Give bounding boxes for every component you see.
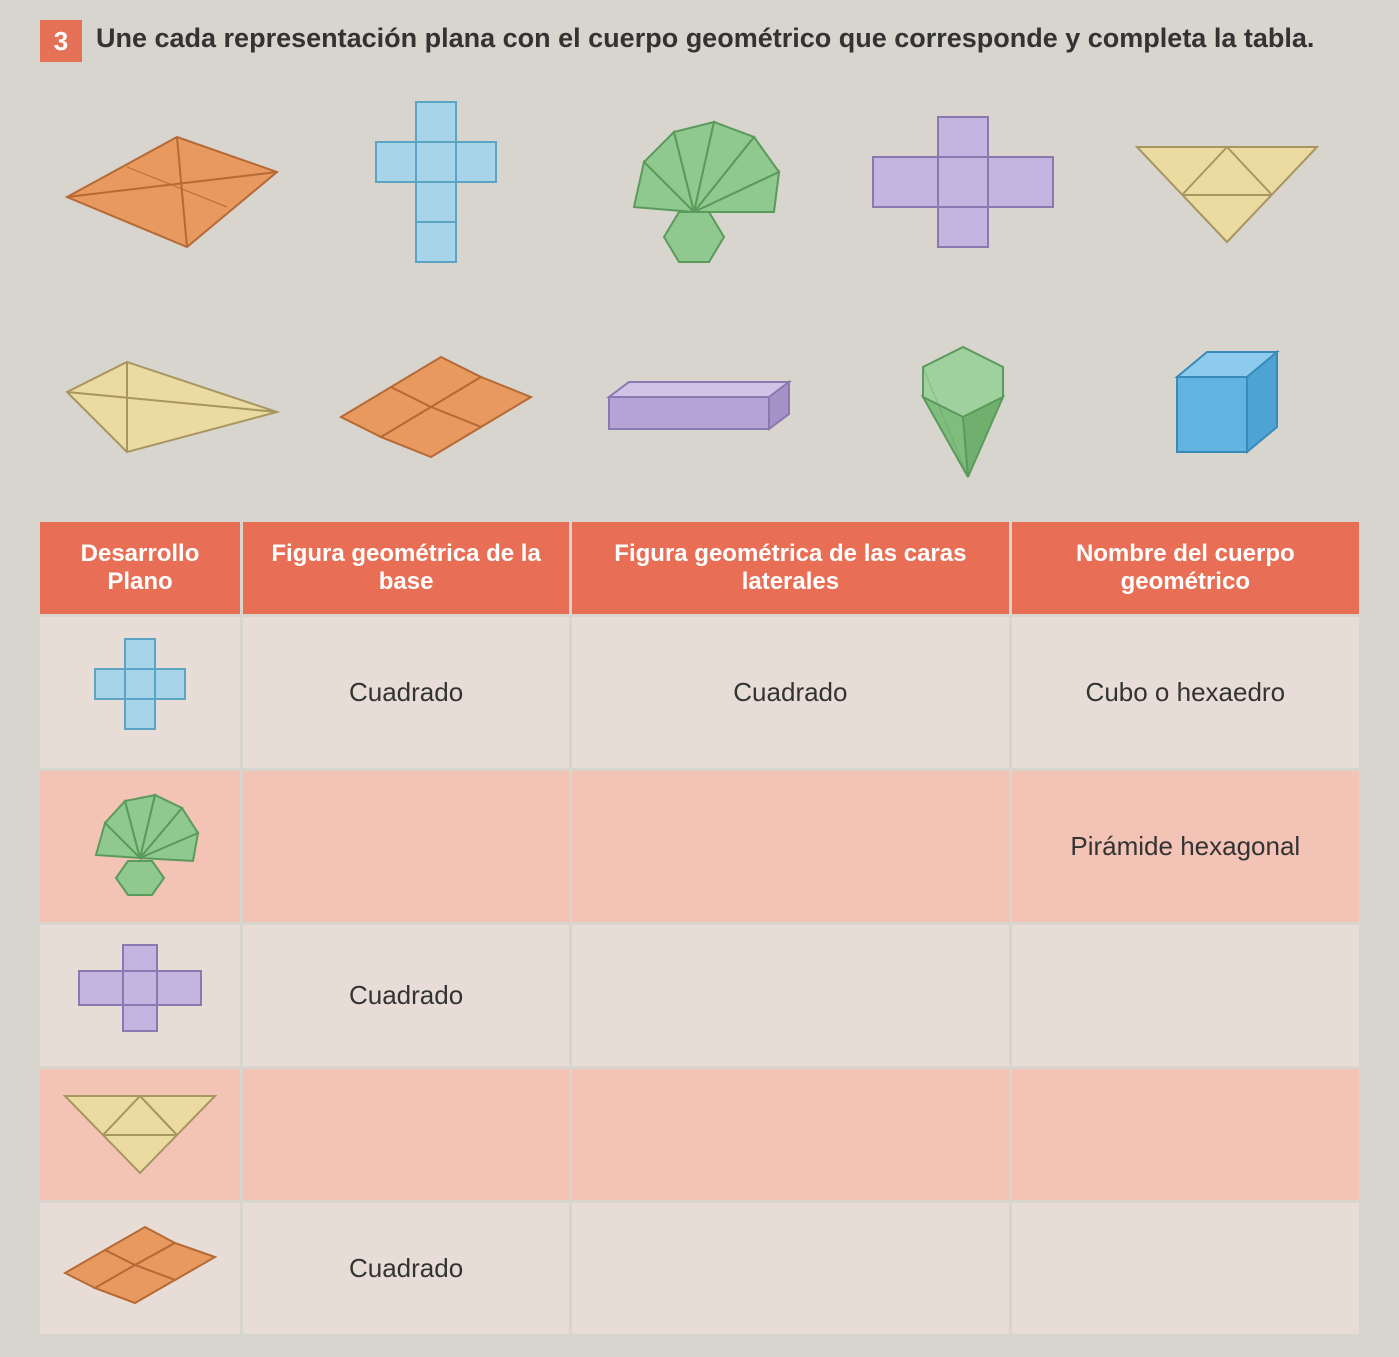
cell-name [1010,924,1359,1068]
table-row: Cuadrado Cuadrado Cubo o hexaedro [40,616,1359,770]
cell-lateral [571,924,1010,1068]
solid-blue-cube [1095,327,1359,487]
th-base: Figura geométrica de la base [242,522,571,616]
th-nombre: Nombre del cuerpo geométrico [1010,522,1359,616]
net-blue-cross [304,92,568,292]
th-desarrollo: Desarrollo Plano [40,522,242,616]
row-icon [40,1202,242,1336]
cell-base: Cuadrado [242,1202,571,1336]
table-row: Cuadrado [40,924,1359,1068]
cell-name: Pirámide hexagonal [1010,770,1359,924]
exercise-number-badge: 3 [40,20,82,62]
cell-lateral: Cuadrado [571,616,1010,770]
cell-lateral [571,770,1010,924]
cell-name [1010,1202,1359,1336]
solid-green-hex-pyramid [831,327,1095,487]
table-row [40,1068,1359,1202]
cell-base: Cuadrado [242,924,571,1068]
net-purple-cross [831,107,1095,277]
table-row: Pirámide hexagonal [40,770,1359,924]
table-row: Cuadrado [40,1202,1359,1336]
table-header-row: Desarrollo Plano Figura geométrica de la… [40,522,1359,616]
net-yellow-triangle [1095,127,1359,257]
cell-lateral [571,1202,1010,1336]
solid-orange-zigzag-net [304,347,568,467]
cell-lateral [571,1068,1010,1202]
row-icon [40,770,242,924]
geometry-table: Desarrollo Plano Figura geométrica de la… [40,522,1359,1337]
th-laterales: Figura geométrica de las caras laterales [571,522,1010,616]
net-green-hex-fan [568,102,832,282]
nets-row [40,92,1359,292]
exercise-header: 3 Une cada representación plana con el c… [40,20,1359,62]
row-icon [40,616,242,770]
solids-row [40,322,1359,492]
solid-purple-prism [568,367,832,447]
cell-base [242,770,571,924]
cell-name: Cubo o hexaedro [1010,616,1359,770]
row-icon [40,1068,242,1202]
cell-base: Cuadrado [242,616,571,770]
cell-base [242,1068,571,1202]
solid-yellow-pyramid [40,342,304,472]
instruction-text: Une cada representación plana con el cue… [96,20,1314,56]
cell-name [1010,1068,1359,1202]
net-orange [40,117,304,267]
row-icon [40,924,242,1068]
